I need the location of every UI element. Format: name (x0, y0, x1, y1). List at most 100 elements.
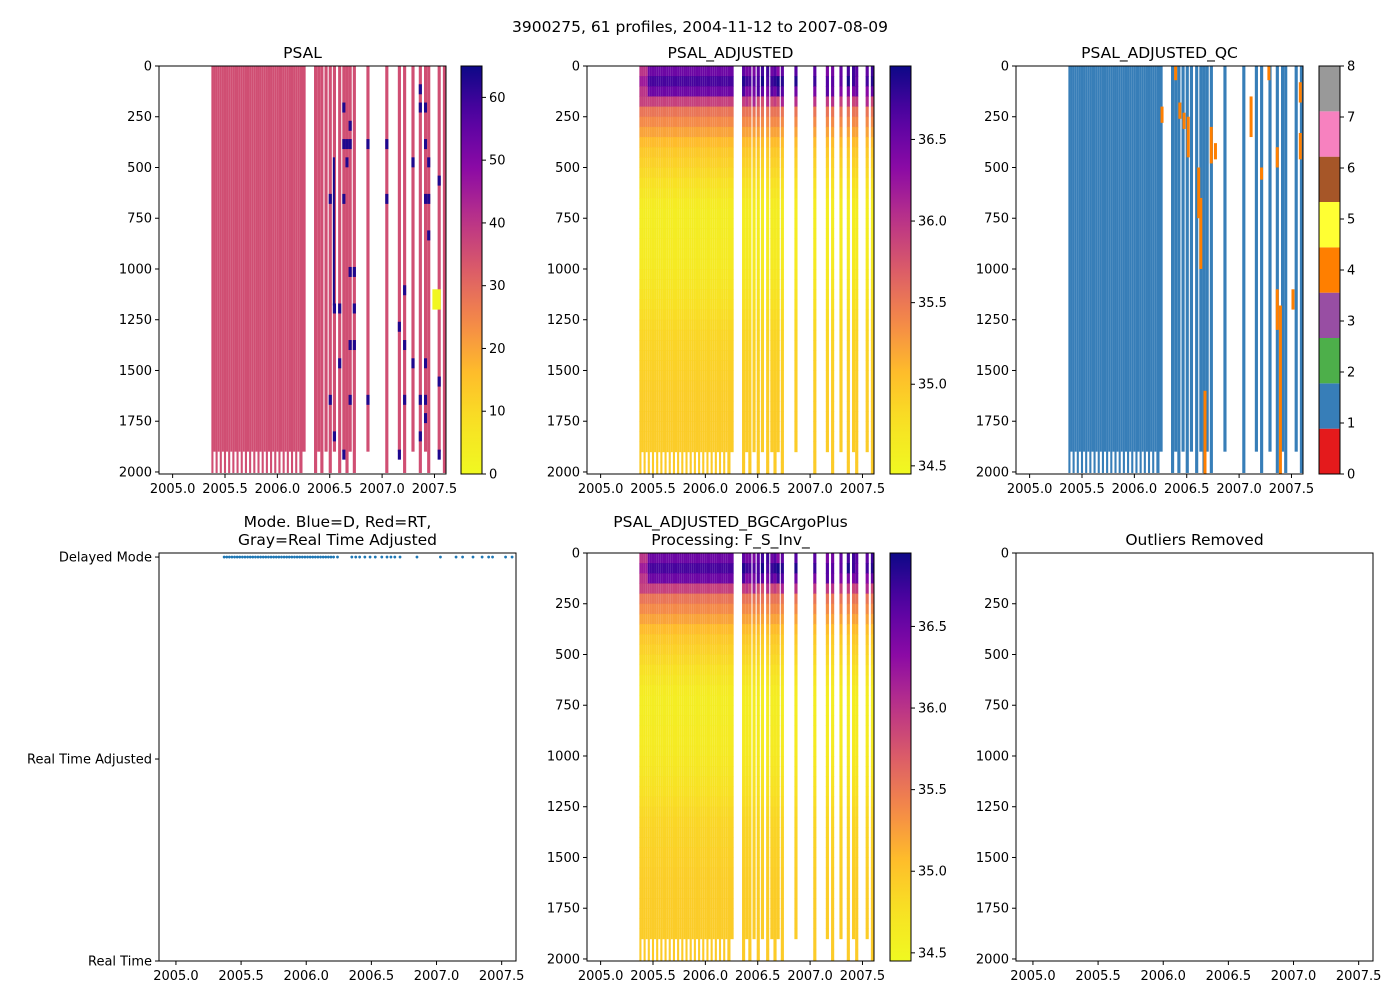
psal_adj-profile-cell (708, 340, 711, 351)
bgc-profile-cell (752, 755, 756, 767)
bgc-profile-cell (742, 613, 746, 625)
psal_adj-profile-cell (677, 329, 680, 341)
bgc-profile-cell (702, 827, 705, 838)
mode-point (373, 555, 377, 559)
bgc-profile-cell (641, 908, 644, 919)
psal_adj-profile-cell (721, 248, 724, 260)
bgc-profile-cell (651, 847, 655, 858)
psal_adj-profile-cell (670, 137, 673, 148)
bgc-profile-cell (668, 654, 671, 666)
psal_adj-profile-cell (825, 218, 829, 229)
psal_adj-profile-cell (831, 299, 835, 311)
bgc-profile-cell (649, 745, 652, 757)
psal_adj-profile-cell (681, 411, 684, 422)
bgc-profile-cell (649, 827, 652, 838)
psal_adj-profile-cell (773, 66, 777, 77)
psal_adj-profile-cell (643, 126, 646, 138)
psal_adj-profile-cell (794, 106, 798, 118)
bgc-profile-cell (712, 837, 715, 848)
bgc-profile-cell (695, 563, 699, 574)
bgc-profile-cell (760, 725, 765, 737)
psal_adj-profile-cell (679, 299, 682, 311)
psal_adj-profile-cell (679, 390, 682, 402)
psal_adj-profile-cell (645, 116, 648, 128)
psal_adj-profile-cell (780, 76, 784, 87)
psal_adj-profile-cell (639, 421, 642, 432)
bgc-profile-cell (730, 553, 734, 564)
bgc-profile-cell (718, 806, 722, 818)
psal_adj-profile-cell (681, 248, 684, 260)
bgc-profile-cell (712, 573, 715, 584)
psal_adj_qc-profile-column (1145, 66, 1148, 452)
psal_adj-profile-cell (727, 431, 731, 443)
psal_adj-profile-cell (756, 238, 760, 250)
psal_adj-profile-cell (723, 86, 726, 97)
psal_adj-profile-cell (723, 167, 726, 179)
bgc-profile-cell (691, 745, 694, 757)
psal_adj-profile-cell (660, 106, 663, 118)
psal_adj-profile-cell (702, 380, 705, 392)
bgc-profile-cell (685, 755, 688, 767)
psal_adj-profile-cell (677, 350, 680, 361)
bgc-profile-cell (687, 684, 690, 696)
bgc-profile-cell (651, 898, 655, 909)
bgc-profile-cell (645, 583, 648, 595)
bgc-profile-cell (700, 715, 703, 727)
psal_adj-profile-cell (645, 340, 648, 351)
bgc-profile-cell (647, 786, 650, 798)
bgc-profile-cell (742, 735, 746, 747)
psal_adj-profile-cell (852, 329, 856, 341)
bgc-profile-cell (700, 837, 703, 848)
bgc-profile-cell (649, 725, 652, 737)
bgc-profile-cell (710, 644, 713, 655)
psal_adj-profile-cell (706, 400, 709, 412)
bgc-profile-cell (677, 908, 680, 919)
psal_adj-profile-cell (794, 268, 798, 280)
psal_adj-profile-cell (654, 441, 657, 453)
psal_adj-profile-cell (639, 238, 642, 250)
bgc-profile-cell (708, 674, 711, 686)
psal_adj-profile-cell (647, 340, 650, 351)
psal_adj-profile-cell (794, 390, 798, 402)
bgc-profile-cell (654, 796, 657, 808)
psal_adj-profile-cell (752, 350, 756, 361)
psal_adj-profile-cell (662, 441, 665, 453)
bgc-profile-cell (681, 928, 684, 940)
psal_adj-profile-cell (766, 319, 770, 331)
bgc-profile-cell (672, 695, 675, 706)
psal_adj-profile-cell (708, 299, 711, 311)
psal_adj-profile-cell (658, 340, 661, 351)
psal_adj-profile-cell (677, 380, 680, 392)
psal_adj-profile-cell (710, 126, 713, 138)
psal_adj-profile-cell (718, 279, 722, 290)
bgc-profile-cell (668, 745, 671, 757)
psal_adj-profile-cell (683, 106, 686, 118)
bgc-profile-cell (693, 725, 696, 737)
bgc-profile-cell (698, 573, 701, 584)
bgc-profile-cell (708, 796, 711, 808)
psal_adj-profile-cell (712, 177, 715, 189)
psal_adj-profile-cell (718, 360, 722, 371)
psal-outlier-cell (332, 303, 337, 314)
psal_adj-profile-cell (689, 400, 692, 412)
bgc-profile-cell (706, 908, 709, 919)
psal_adj-profile-cell (725, 390, 728, 402)
bgc-profile-cell (668, 898, 671, 909)
psal_adj-profile-cell (649, 228, 652, 240)
psal_adj-profile-cell (716, 157, 719, 168)
bgc-profile-cell (730, 806, 734, 818)
psal_adj-profile-cell (681, 350, 684, 361)
psal_adj-profile-cell (710, 258, 713, 270)
bgc-profile-cell (677, 796, 680, 808)
psal_adj-profile-cell (702, 279, 705, 290)
bgc-profile-cell (693, 898, 696, 909)
bgc-profile-cell (641, 837, 644, 848)
psal_adj-profile-cell (700, 390, 703, 402)
bgc-profile-cell (651, 928, 655, 940)
mode-point (504, 555, 507, 559)
psal_adj-profile-cell (658, 299, 661, 311)
psal_adj-profile-cell (730, 167, 734, 179)
psal_adj-profile-cell (831, 421, 835, 432)
bgc-profile-cell (641, 634, 644, 645)
bgc-profile-cell (727, 563, 731, 574)
